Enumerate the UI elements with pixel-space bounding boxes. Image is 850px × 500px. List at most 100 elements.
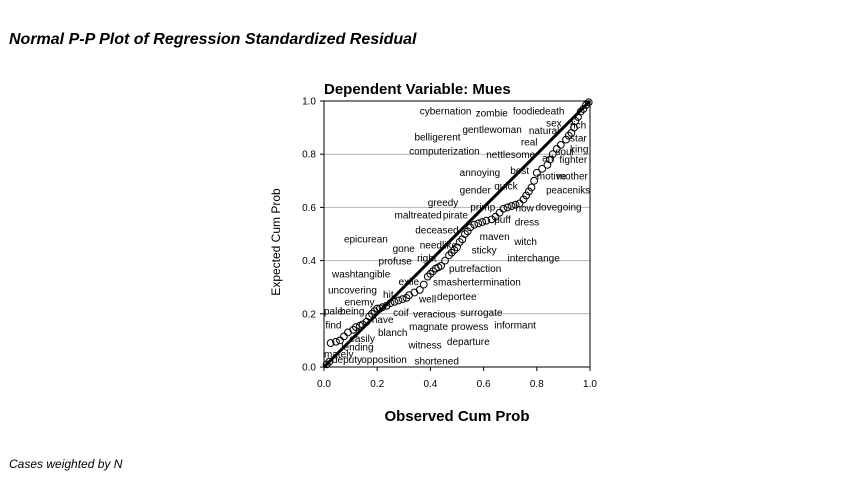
x-tick-label: 0.2: [370, 379, 384, 390]
point-label: coif: [393, 308, 409, 319]
data-point: [474, 219, 483, 228]
page-title: Normal P-P Plot of Regression Standardiz…: [9, 31, 417, 48]
point-label: informant: [494, 320, 536, 331]
point-label: find: [325, 320, 341, 331]
point-label: computerization: [409, 147, 480, 158]
point-label: prowess: [451, 322, 488, 333]
point-label: rich: [570, 120, 586, 131]
chart-title: Dependent Variable: Mues: [324, 81, 511, 98]
point-label: interchange: [508, 253, 561, 264]
point-label: veracious: [413, 309, 456, 320]
point-label: magnate: [409, 322, 448, 333]
data-point: [415, 285, 424, 294]
x-axis-label: Observed Cum Prob: [384, 408, 529, 425]
point-label: how: [516, 203, 535, 214]
data-point: [548, 150, 557, 159]
x-tick-label: 0.0: [317, 379, 331, 390]
point-label: dovegoing: [535, 202, 581, 213]
point-label: gone: [393, 244, 416, 255]
axis-ticks: 0.0 0.2 0.4 0.6 0.8 1.0 0.0 0.2 0.4 0.6 0.8 1.0: [302, 97, 597, 391]
point-label: departure: [447, 337, 490, 348]
point-label: mately: [324, 350, 353, 361]
data-point: [332, 337, 340, 346]
point-label: belligerent: [414, 132, 460, 143]
point-label: easily: [349, 334, 375, 345]
point-label: sticky: [472, 245, 497, 256]
data-point: [532, 168, 541, 177]
data-point: [478, 218, 487, 226]
point-label: surrogate: [460, 308, 503, 319]
data-point: [522, 191, 531, 200]
data-point: [437, 262, 445, 270]
data-point: [482, 216, 491, 225]
point-label: opposition: [361, 355, 407, 366]
point-label: best: [510, 166, 529, 177]
y-tick-label: 1.0: [302, 97, 316, 108]
data-point: [445, 251, 453, 260]
point-label: zombie: [476, 108, 509, 119]
point-label: dress: [515, 218, 539, 229]
point-label: puff: [494, 215, 511, 226]
data-point: [419, 280, 428, 289]
data-point: [556, 140, 565, 149]
data-point: [461, 230, 469, 238]
data-point: [499, 204, 508, 213]
plot-frame: [323, 100, 591, 368]
data-point: [564, 131, 573, 140]
y-axis-label: Expected Cum Prob: [269, 188, 283, 296]
point-label: sex: [546, 118, 562, 129]
data-point: [394, 296, 403, 305]
point-label: needlike: [420, 241, 458, 252]
point-label: deputy: [332, 355, 362, 366]
reference-line-group: [322, 99, 592, 369]
point-label: washtangible: [331, 269, 391, 280]
data-point: [527, 183, 536, 192]
y-tick-label: 0.0: [302, 363, 316, 374]
data-point: [322, 360, 331, 369]
data-point: [538, 164, 547, 173]
point-label: deportee: [437, 292, 477, 303]
point-label: foodie: [513, 107, 541, 118]
point-label: putrefaction: [449, 264, 501, 275]
data-point: [447, 248, 456, 257]
data-point: [519, 195, 528, 204]
data-point: [441, 256, 449, 265]
point-label: blanch: [378, 328, 407, 339]
x-tick-label: 1.0: [583, 379, 597, 390]
data-point: [530, 176, 539, 185]
point-label: being: [340, 307, 364, 318]
point-label: shortened: [414, 357, 458, 368]
point-label: hit: [383, 290, 394, 301]
point-label: fighter: [559, 155, 587, 166]
data-point: [466, 223, 475, 232]
y-tick-label: 0.6: [302, 203, 316, 214]
x-tick-label: 0.6: [477, 379, 491, 390]
point-label: deceased: [415, 226, 458, 237]
point-label: art: [542, 154, 554, 165]
data-point: [491, 212, 500, 221]
point-label: maven: [480, 232, 510, 243]
data-point: [487, 215, 496, 224]
point-label: smashertermination: [433, 277, 521, 288]
data-point: [584, 98, 593, 107]
point-label: mother: [557, 172, 589, 183]
point-label: profuse: [379, 257, 413, 268]
point-label: quick: [494, 182, 518, 193]
point-label: death: [539, 107, 564, 118]
point-label: greedy: [428, 198, 459, 209]
data-point: [349, 325, 358, 334]
data-point: [326, 339, 335, 347]
point-label: gentlewoman: [462, 125, 521, 136]
data-point: [495, 208, 504, 217]
data-point: [450, 246, 459, 254]
point-label: uncovering: [328, 285, 377, 296]
data-point: [423, 272, 432, 281]
data-point: [402, 293, 411, 302]
point-label: lending: [341, 343, 373, 354]
data-point: [398, 295, 407, 304]
point-label: star: [570, 134, 587, 145]
y-tick-label: 0.4: [302, 256, 316, 267]
data-point: [524, 187, 533, 196]
